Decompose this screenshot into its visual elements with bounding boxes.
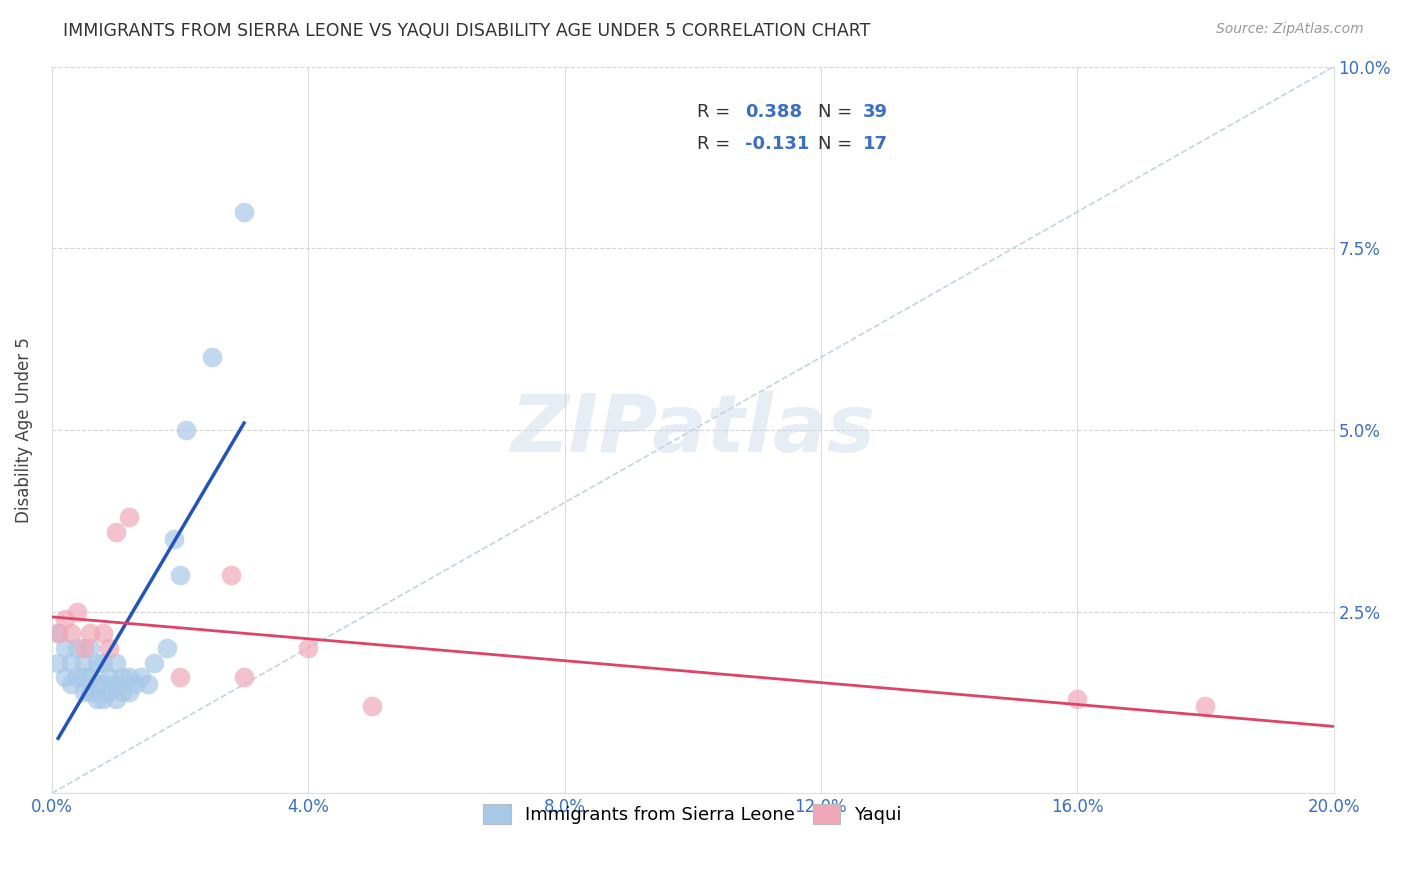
- Point: [162, 532, 184, 546]
- Point: [66, 670, 89, 684]
- Point: [104, 524, 127, 539]
- Point: [219, 568, 242, 582]
- Point: [53, 612, 76, 626]
- Point: [59, 656, 82, 670]
- Point: [156, 640, 179, 655]
- Point: [66, 605, 89, 619]
- Point: [104, 691, 127, 706]
- Point: [98, 670, 121, 684]
- Point: [53, 640, 76, 655]
- Point: [79, 626, 101, 640]
- Point: [79, 640, 101, 655]
- Point: [201, 351, 224, 365]
- Point: [79, 670, 101, 684]
- Point: [1194, 699, 1216, 714]
- Point: [176, 423, 198, 437]
- Point: [143, 656, 166, 670]
- Point: [169, 670, 191, 684]
- Text: 17: 17: [863, 136, 889, 153]
- Point: [86, 656, 108, 670]
- Text: 0.388: 0.388: [745, 103, 803, 120]
- Text: Source: ZipAtlas.com: Source: ZipAtlas.com: [1216, 22, 1364, 37]
- Point: [118, 684, 141, 698]
- Point: [104, 677, 127, 691]
- Point: [73, 670, 96, 684]
- Legend: Immigrants from Sierra Leone, Yaqui: Immigrants from Sierra Leone, Yaqui: [472, 794, 912, 835]
- Point: [131, 670, 153, 684]
- Point: [361, 699, 384, 714]
- Text: N =: N =: [818, 136, 852, 153]
- Text: 39: 39: [863, 103, 889, 120]
- Y-axis label: Disability Age Under 5: Disability Age Under 5: [15, 337, 32, 523]
- Point: [73, 640, 96, 655]
- Point: [169, 568, 191, 582]
- Point: [53, 670, 76, 684]
- Point: [118, 670, 141, 684]
- Point: [59, 626, 82, 640]
- Point: [297, 640, 319, 655]
- Point: [79, 684, 101, 698]
- Point: [66, 640, 89, 655]
- Point: [111, 670, 134, 684]
- Point: [73, 656, 96, 670]
- Point: [233, 205, 256, 219]
- Point: [91, 691, 114, 706]
- Point: [98, 684, 121, 698]
- Point: [124, 677, 146, 691]
- Point: [1066, 691, 1088, 706]
- Text: N =: N =: [818, 103, 852, 120]
- Point: [91, 626, 114, 640]
- Text: R =: R =: [696, 136, 730, 153]
- Point: [233, 670, 256, 684]
- Text: ZIPatlas: ZIPatlas: [510, 391, 875, 469]
- Point: [98, 640, 121, 655]
- Point: [86, 691, 108, 706]
- Point: [91, 677, 114, 691]
- Point: [46, 656, 69, 670]
- Point: [46, 626, 69, 640]
- Point: [91, 656, 114, 670]
- Text: R =: R =: [696, 103, 730, 120]
- Point: [136, 677, 159, 691]
- Point: [104, 656, 127, 670]
- Text: IMMIGRANTS FROM SIERRA LEONE VS YAQUI DISABILITY AGE UNDER 5 CORRELATION CHART: IMMIGRANTS FROM SIERRA LEONE VS YAQUI DI…: [63, 22, 870, 40]
- Point: [111, 684, 134, 698]
- Point: [118, 510, 141, 524]
- Point: [59, 677, 82, 691]
- Text: -0.131: -0.131: [745, 136, 810, 153]
- Point: [86, 677, 108, 691]
- Point: [46, 626, 69, 640]
- Point: [73, 684, 96, 698]
